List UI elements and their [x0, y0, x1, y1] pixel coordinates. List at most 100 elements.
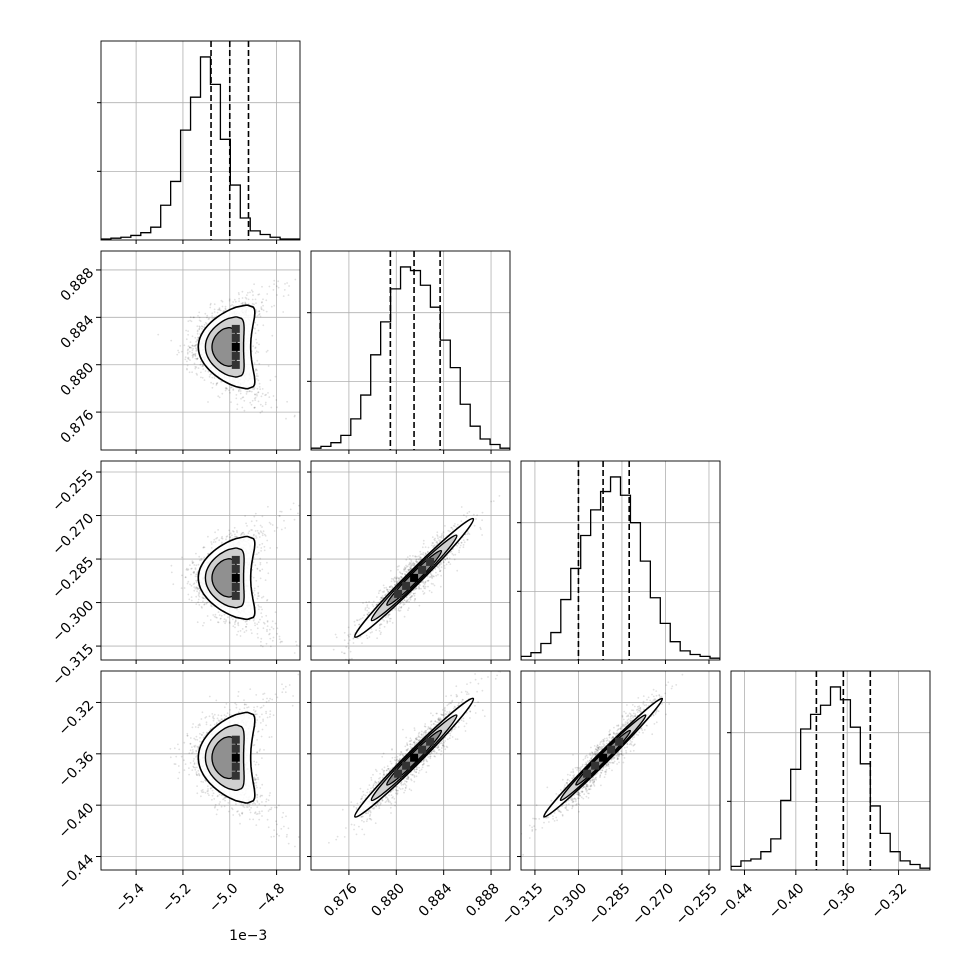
sample-point: [256, 751, 258, 754]
sample-point: [408, 597, 411, 599]
sample-point: [388, 617, 391, 620]
sample-point: [431, 536, 434, 538]
sample-point: [490, 500, 493, 503]
sample-point: [170, 339, 173, 342]
sample-point: [364, 607, 367, 610]
sample-point: [219, 309, 222, 312]
sample-point: [223, 613, 226, 616]
sample-point: [193, 745, 195, 748]
panel-frame: [520, 460, 721, 661]
sample-point: [404, 573, 406, 575]
sample-point: [196, 587, 198, 590]
sample-point: [272, 395, 275, 397]
sample-point: [431, 574, 433, 577]
sample-point: [427, 580, 430, 582]
sample-point: [202, 597, 205, 599]
sample-point: [385, 593, 388, 595]
sample-point: [268, 808, 271, 811]
sample-point: [249, 390, 251, 393]
sample-point: [237, 292, 240, 294]
sample-point: [386, 589, 389, 591]
sample-point: [393, 580, 396, 583]
sample-point: [407, 568, 410, 571]
sample-point: [269, 645, 272, 648]
sample-point: [412, 592, 415, 595]
sample-point: [306, 421, 308, 423]
sample-point: [498, 495, 501, 497]
sample-point: [208, 375, 211, 378]
sample-point: [392, 578, 394, 580]
sample-point: [390, 585, 392, 587]
sample-point: [434, 568, 437, 571]
sample-point: [205, 602, 208, 605]
sample-point: [202, 364, 204, 367]
sample-point: [433, 545, 435, 547]
sample-point: [415, 587, 418, 590]
sample-point: [237, 690, 240, 693]
sample-point: [408, 561, 411, 564]
sample-point: [450, 526, 452, 529]
sample-point: [399, 602, 402, 604]
sample-point: [247, 532, 250, 535]
sample-point: [400, 575, 402, 578]
sample-point: [191, 349, 194, 352]
sample-point: [269, 637, 272, 640]
sample-point: [201, 327, 203, 330]
sample-point: [444, 525, 446, 527]
sample-point: [250, 289, 253, 292]
sample-point: [254, 393, 256, 396]
sample-point: [388, 586, 391, 588]
sample-point: [221, 392, 224, 395]
sample-point: [213, 303, 216, 306]
sample-point: [416, 561, 419, 563]
sample-point: [245, 623, 248, 625]
sample-point: [195, 573, 197, 576]
sample-point: [463, 514, 465, 516]
sample-point: [406, 599, 408, 602]
sample-point: [343, 631, 346, 634]
sample-point: [431, 577, 434, 580]
sample-point: [252, 345, 255, 348]
sample-point: [262, 627, 265, 630]
sample-point: [261, 794, 264, 797]
sample-point: [189, 346, 191, 349]
sample-point: [253, 388, 255, 391]
sample-point: [397, 607, 400, 610]
sample-point: [406, 565, 409, 568]
sample-point: [387, 590, 389, 593]
sample-point: [409, 596, 412, 599]
sample-point: [193, 353, 196, 356]
sample-point: [448, 530, 451, 533]
sample-point: [187, 348, 189, 351]
sample-point: [258, 310, 260, 313]
sample-point: [257, 604, 260, 607]
sample-point: [442, 561, 445, 564]
sample-point: [410, 595, 413, 598]
sample-point: [431, 544, 433, 547]
sample-point: [256, 546, 259, 548]
sample-point: [253, 706, 256, 709]
sample-point: [213, 311, 216, 313]
sample-point: [355, 619, 358, 621]
sample-point: [424, 552, 427, 555]
sample-point: [445, 563, 448, 566]
sample-point: [183, 769, 186, 771]
sample-point: [436, 534, 438, 536]
sample-point: [286, 282, 288, 284]
sample-point: [379, 589, 382, 592]
sample-point: [351, 657, 353, 660]
sample-point: [430, 582, 433, 585]
sample-point: [202, 781, 204, 783]
sample-point: [277, 286, 280, 289]
sample-point: [245, 806, 248, 808]
sample-point: [422, 585, 425, 588]
sample-point: [408, 558, 411, 560]
sample-point: [366, 637, 369, 640]
sample-point: [439, 585, 442, 588]
sample-point: [259, 557, 262, 560]
sample-point: [218, 803, 221, 805]
sample-point: [203, 622, 205, 624]
sample-point: [219, 720, 222, 722]
sample-point: [200, 795, 202, 798]
sample-point: [423, 583, 426, 586]
